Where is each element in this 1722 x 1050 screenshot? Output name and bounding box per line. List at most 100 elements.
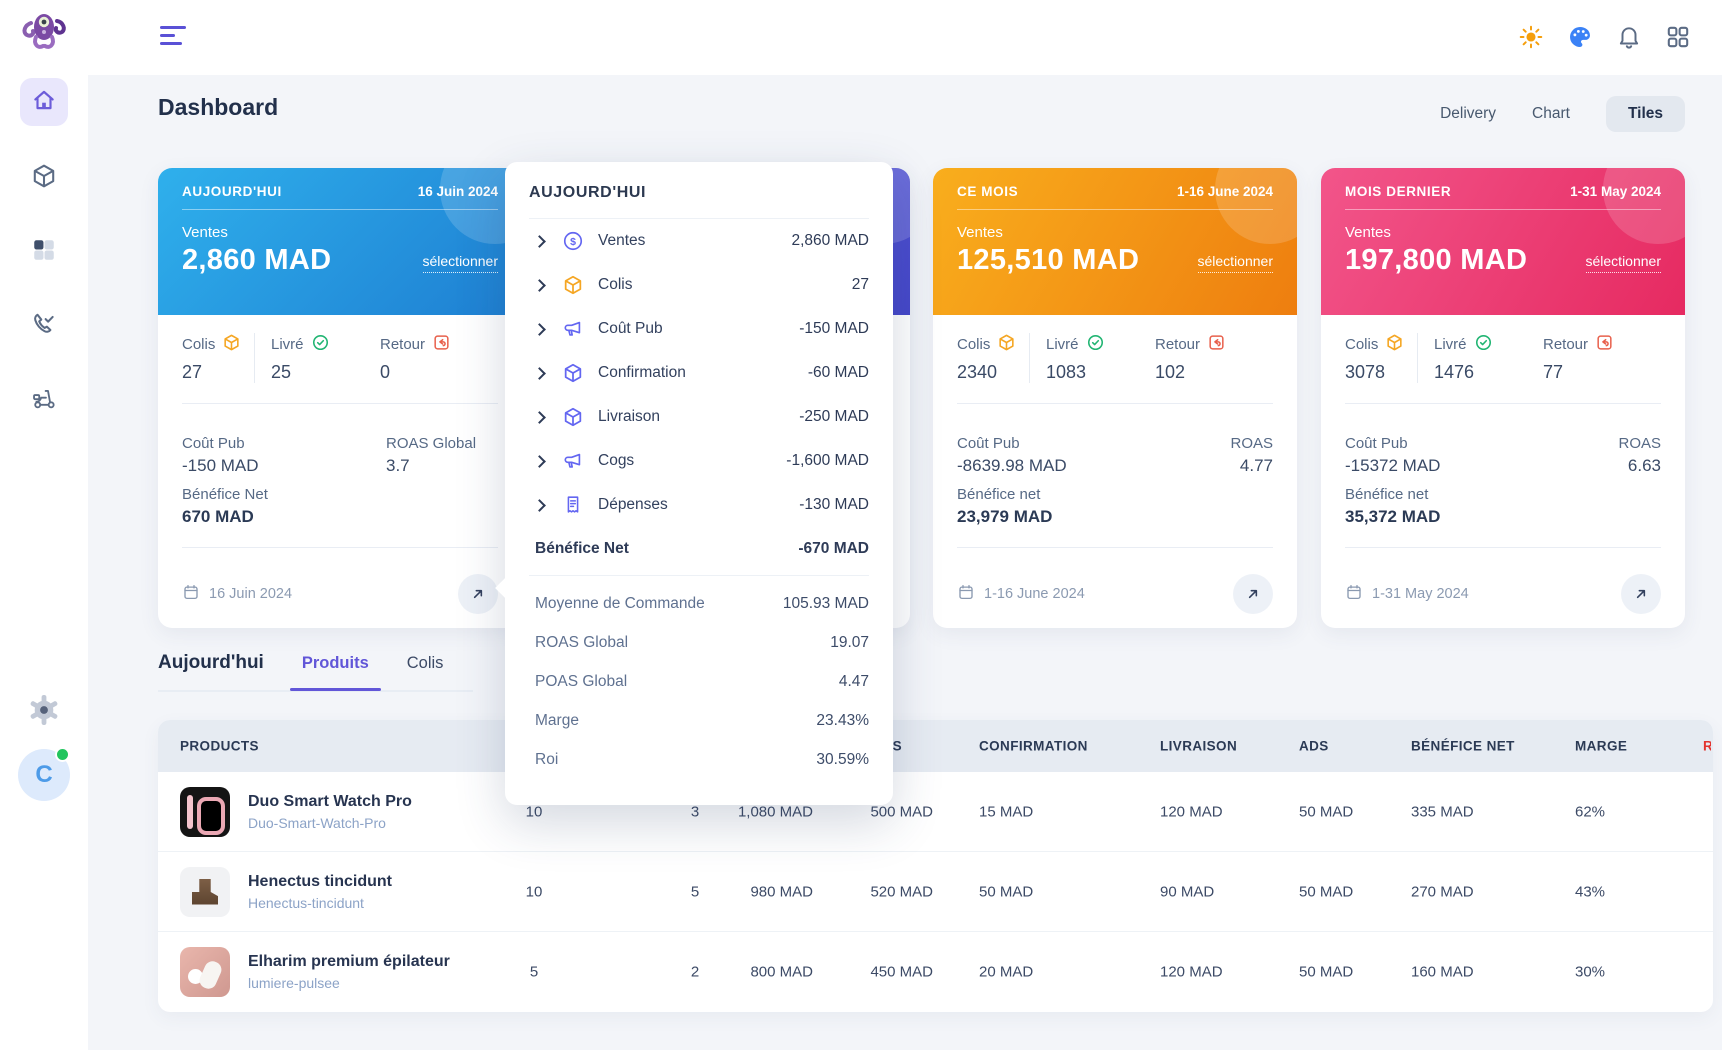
card-period-label: CE MOIS (957, 184, 1019, 199)
menu-hamburger-icon[interactable] (160, 26, 188, 48)
view-tiles-button[interactable]: Tiles (1605, 96, 1685, 132)
avatar-letter: C (35, 761, 53, 788)
card-stats-row: Colis 27 Livré 25 Retour 0 (182, 333, 498, 383)
card-period-label: AUJOURD'HUI (182, 184, 282, 199)
megaphone-icon (561, 317, 585, 341)
card-date-range: 16 Juin 2024 (417, 184, 498, 199)
palette-icon[interactable] (1565, 22, 1595, 52)
livre-value: 1476 (1434, 362, 1475, 382)
popup-row-colis[interactable]: Colis 27 (529, 263, 869, 307)
popup-row-depenses[interactable]: Dépenses -130 MAD (529, 483, 869, 527)
colis-value: 27 (182, 362, 203, 382)
cell-livraison: 90 MAD (1160, 883, 1215, 900)
sidebar-item-products[interactable] (20, 154, 68, 202)
theme-sun-icon[interactable] (1516, 22, 1546, 52)
benefice-label: Bénéfice Net (182, 485, 268, 503)
tab-colis[interactable]: Colis (406, 654, 444, 672)
sidebar-item-confirmation[interactable] (20, 302, 68, 350)
benefice-value: 670 MAD (182, 506, 254, 526)
cell-confirmation: 50 MAD (979, 883, 1034, 900)
product-image (180, 866, 230, 917)
sidebar-item-home[interactable] (20, 78, 68, 126)
cell-ventes: 1,080 MAD (737, 803, 813, 820)
table-header: PRODUCTS S CONFIRMATION LIVRAISON ADS BÉ… (158, 720, 1713, 772)
header-livraison: LIVRAISON (1160, 738, 1238, 754)
cell-cogs: 520 MAD (870, 883, 933, 900)
topbar (88, 0, 1722, 75)
chevron-right-icon (533, 322, 546, 336)
chevron-right-icon (533, 498, 546, 512)
table-row[interactable]: Henectus tincidunt Henectus-tincidunt 10… (158, 852, 1713, 932)
popup-row-cout-pub[interactable]: Coût Pub -150 MAD (529, 307, 869, 351)
card-metrics: Coût Pub -8639.98 MAD Bénéfice net 23,97… (957, 434, 1273, 526)
cell-livraison: 120 MAD (1160, 963, 1223, 981)
view-chart-button[interactable]: Chart (1532, 105, 1570, 122)
notifications-bell-icon[interactable] (1614, 22, 1644, 52)
card-this-month: CE MOIS 1-16 June 2024 Ventes 125,510 MA… (933, 168, 1297, 628)
grid-tiles-icon (31, 237, 57, 268)
return-arrow-icon (432, 333, 451, 356)
roas-value: 6.63 (1627, 455, 1661, 475)
expand-card-button[interactable] (1621, 574, 1661, 614)
cout-pub-value: -8639.98 MAD (957, 455, 1067, 475)
sidebar-item-delivery[interactable] (20, 376, 68, 424)
popup-row-ventes[interactable]: $ Ventes 2,860 MAD (529, 219, 869, 263)
cell-qty: 10 (525, 803, 543, 820)
expand-card-button[interactable] (1233, 574, 1273, 614)
popup-row-livraison[interactable]: Livraison -250 MAD (529, 395, 869, 439)
roas-label: ROAS Global (386, 434, 477, 452)
sales-amount: 197,800 MAD (1345, 244, 1528, 276)
header-confirmation: CONFIRMATION (979, 738, 1088, 754)
card-metrics: Coût Pub -150 MAD Bénéfice Net 670 MAD R… (182, 425, 498, 527)
user-avatar[interactable]: C (18, 747, 70, 801)
card-month-header: CE MOIS 1-16 June 2024 Ventes 125,510 MA… (933, 168, 1297, 315)
cube-icon (561, 273, 585, 297)
colis-label: Colis (182, 336, 216, 353)
apps-grid-icon[interactable] (1663, 22, 1693, 52)
megaphone-icon (561, 449, 585, 473)
card-stats-row: Colis 3078 Livré 1476 Retour 77 (1345, 333, 1661, 383)
package-cube-icon (997, 333, 1016, 356)
calendar-icon (182, 583, 200, 605)
select-link[interactable]: sélectionner (422, 253, 498, 273)
svg-text:$: $ (570, 236, 576, 248)
product-title: Elharim premium épilateur (248, 953, 450, 970)
online-status-dot (55, 747, 70, 762)
select-link[interactable]: sélectionner (1585, 253, 1661, 273)
cell-benefice-net: 160 MAD (1411, 963, 1474, 981)
sales-label: Ventes (182, 224, 228, 241)
benefice-value: 23,979 MAD (957, 506, 1053, 526)
popup-summary-row: Roi 30.59% (535, 750, 869, 768)
cube-icon (561, 405, 585, 429)
view-delivery-button[interactable]: Delivery (1440, 105, 1497, 122)
table-row[interactable]: Duo Smart Watch Pro Duo-Smart-Watch-Pro … (158, 772, 1713, 852)
calendar-icon (957, 583, 975, 605)
home-icon (31, 87, 57, 118)
cell-ventes: 980 MAD (750, 883, 813, 900)
select-link[interactable]: sélectionner (1197, 253, 1273, 273)
benefice-value: 35,372 MAD (1345, 506, 1441, 526)
dollar-circle-icon: $ (561, 229, 585, 253)
table-row[interactable]: Elharim premium épilateur lumiere-pulsee… (158, 932, 1713, 1012)
chevron-right-icon (533, 278, 546, 292)
cout-pub-label: Coût Pub (182, 434, 245, 452)
cell-count: 2 (690, 963, 700, 981)
cell-benefice-net: 270 MAD (1411, 883, 1474, 900)
card-last-month: MOIS DERNIER 1-31 May 2024 Ventes 197,80… (1321, 168, 1685, 628)
tab-produits[interactable]: Produits (289, 654, 381, 691)
card-date-range: 1-31 May 2024 (1570, 184, 1661, 199)
popup-row-confirmation[interactable]: Confirmation -60 MAD (529, 351, 869, 395)
expand-card-button[interactable] (458, 574, 498, 614)
product-title: Henectus tincidunt (248, 872, 393, 890)
cout-pub-value: -150 MAD (182, 455, 259, 475)
popup-row-cogs[interactable]: Cogs -1,600 MAD (529, 439, 869, 483)
card-date-range: 1-16 June 2024 (1176, 184, 1273, 199)
scooter-icon (31, 385, 57, 416)
cell-ventes: 800 MAD (750, 963, 813, 981)
settings-gear-icon[interactable] (26, 692, 62, 728)
today-breakdown-popup: AUJOURD'HUI $ Ventes 2,860 MAD Colis 27 … (505, 162, 893, 805)
card-metrics: Coût Pub -15372 MAD Bénéfice net 35,372 … (1345, 434, 1661, 526)
cell-marge: 30% (1575, 963, 1606, 981)
sidebar-item-dashboard[interactable] (20, 228, 68, 276)
